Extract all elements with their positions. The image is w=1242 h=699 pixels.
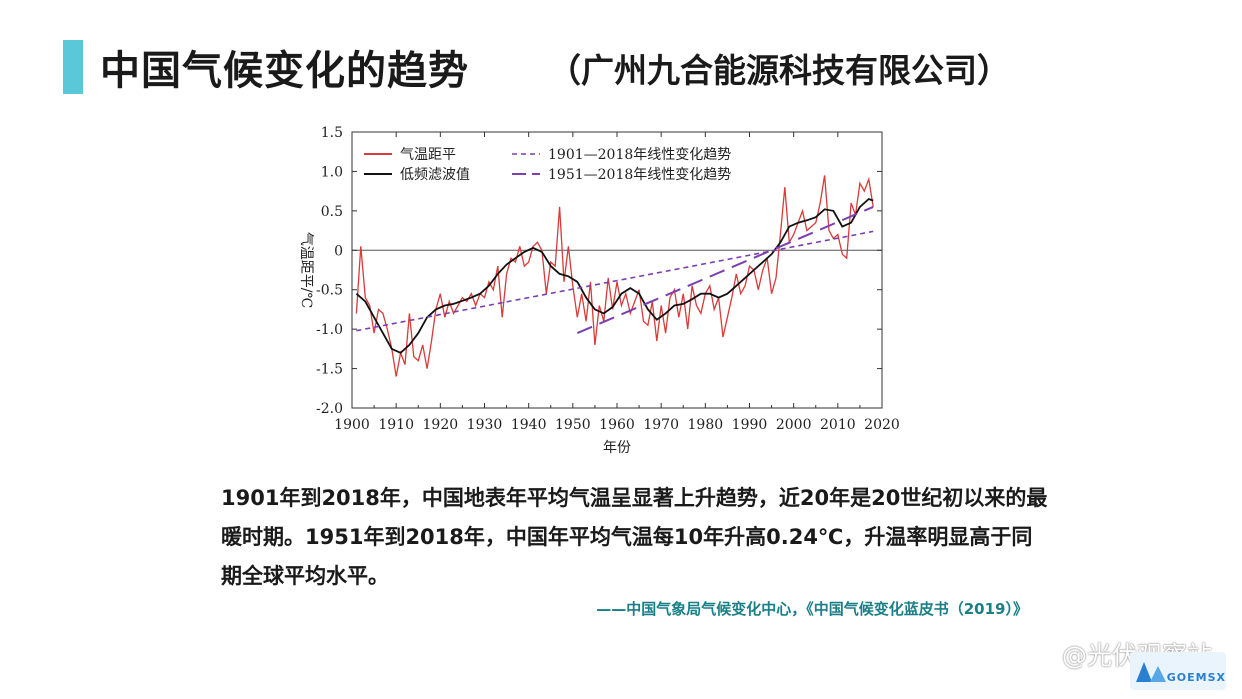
company-name: （广州九合能源科技有限公司）	[548, 51, 1010, 90]
y-tick-label: 1.0	[321, 164, 343, 180]
x-tick-label: 1930	[467, 417, 503, 433]
y-tick-label: -1.5	[316, 362, 343, 378]
x-tick-label: 1980	[688, 417, 724, 433]
temperature-anomaly-chart: 1900 1910 1920 1930 1940 1950 1960 1970 1980 1990…	[298, 125, 900, 456]
x-tick-label: 2000	[776, 417, 812, 433]
y-tick-label: 0.5	[321, 204, 343, 220]
y-tick-label: 1.5	[321, 125, 343, 141]
y-axis-label: 气温距平/℃	[298, 232, 314, 308]
legend-label-2: 1901—2018年线性变化趋势	[548, 147, 731, 163]
y-tick-label: -2.0	[316, 401, 343, 417]
series-line-1	[355, 197, 874, 354]
legend-label-0: 气温距平	[400, 147, 456, 163]
logo-text: GOEMSX	[1166, 671, 1226, 684]
title-accent-bar	[63, 40, 83, 94]
series-line-0	[355, 175, 874, 377]
x-tick-label: 1940	[511, 417, 547, 433]
x-tick-label: 1920	[423, 417, 459, 433]
series-line-2	[356, 230, 874, 332]
legend-label-1: 低频滤波值	[400, 167, 470, 183]
x-tick-label: 1900	[334, 417, 370, 433]
series-line-3	[576, 205, 874, 335]
x-tick-label: 1910	[378, 417, 414, 433]
x-tick-label: 1970	[643, 417, 679, 433]
x-tick-label: 2010	[820, 417, 856, 433]
x-tick-label: 1950	[555, 417, 591, 433]
x-tick-label: 1990	[732, 417, 768, 433]
x-axis-label: 年份	[603, 440, 631, 456]
source-citation: ——中国气象局气候变化中心，《中国气候变化蓝皮书（2019）》	[596, 600, 1028, 618]
legend-label-3: 1951—2018年线性变化趋势	[548, 167, 731, 183]
brand-logo-icon	[1130, 652, 1226, 690]
page-title: 中国气候变化的趋势	[100, 48, 469, 94]
y-tick-label: -1.0	[316, 322, 343, 338]
y-tick-label: 0	[334, 243, 343, 259]
x-tick-label: 1960	[599, 417, 635, 433]
description-text: 1901年到2018年，中国地表年平均气温呈显著上升趋势，近20年是20世纪初以…	[221, 486, 1048, 588]
x-tick-label: 2020	[864, 417, 900, 433]
y-tick-label: -0.5	[316, 283, 343, 299]
